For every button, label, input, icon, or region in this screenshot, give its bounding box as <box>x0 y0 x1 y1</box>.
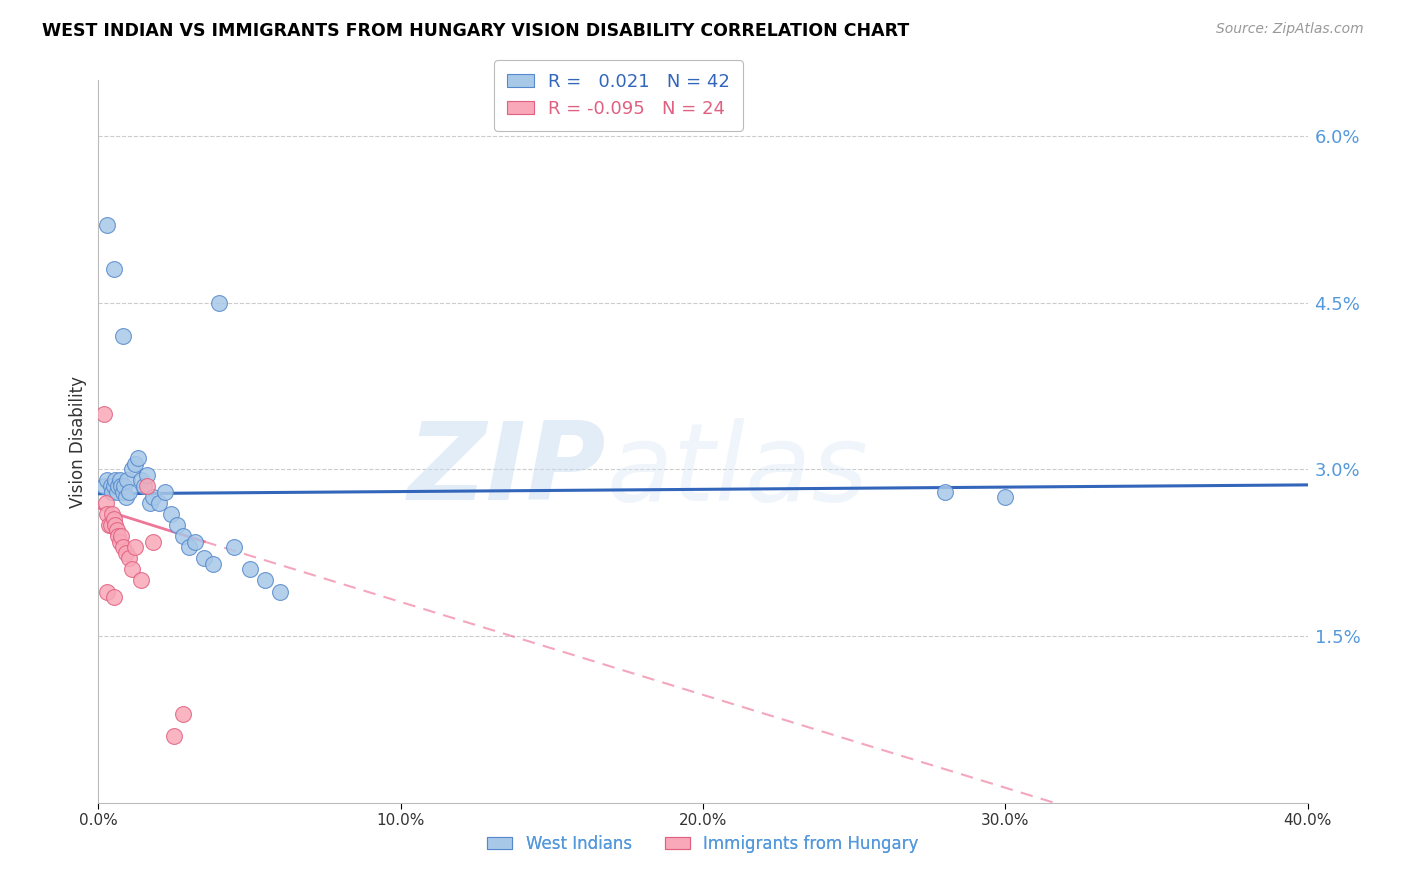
Point <box>107 529 129 543</box>
Point <box>114 490 136 504</box>
Point <box>104 474 127 488</box>
Point <box>179 540 201 554</box>
Text: WEST INDIAN VS IMMIGRANTS FROM HUNGARY VISION DISABILITY CORRELATION CHART: WEST INDIAN VS IMMIGRANTS FROM HUNGARY V… <box>42 22 910 40</box>
Point <box>103 512 125 526</box>
Point <box>118 551 141 566</box>
Point <box>172 529 194 543</box>
Point <box>124 540 146 554</box>
Point <box>100 517 122 532</box>
Point <box>111 329 134 343</box>
Point <box>110 479 132 493</box>
Point <box>239 562 262 576</box>
Point <box>163 729 186 743</box>
Point <box>94 496 117 510</box>
Point <box>108 474 131 488</box>
Point <box>105 524 128 538</box>
Point <box>118 484 141 499</box>
Point <box>111 484 134 499</box>
Point <box>127 451 149 466</box>
Point <box>142 534 165 549</box>
Point <box>135 467 157 482</box>
Point <box>124 457 146 471</box>
Point <box>108 534 131 549</box>
Point <box>96 218 118 232</box>
Point <box>107 479 129 493</box>
Point <box>934 484 956 499</box>
Point <box>172 706 194 721</box>
Point <box>132 479 155 493</box>
Point <box>114 546 136 560</box>
Point <box>115 474 138 488</box>
Point <box>93 407 115 421</box>
Point <box>111 540 134 554</box>
Point <box>93 479 115 493</box>
Point <box>101 484 124 499</box>
Point <box>98 517 121 532</box>
Legend: West Indians, Immigrants from Hungary: West Indians, Immigrants from Hungary <box>481 828 925 860</box>
Point <box>160 507 183 521</box>
Point <box>139 496 162 510</box>
Point <box>208 295 231 310</box>
Point <box>103 590 125 604</box>
Point <box>101 507 124 521</box>
Point <box>100 479 122 493</box>
Point <box>166 517 188 532</box>
Point <box>135 479 157 493</box>
Point <box>269 584 291 599</box>
Text: Source: ZipAtlas.com: Source: ZipAtlas.com <box>1216 22 1364 37</box>
Point <box>129 474 152 488</box>
Point <box>121 562 143 576</box>
Point <box>148 496 170 510</box>
Point <box>104 517 127 532</box>
Point <box>103 479 125 493</box>
Point <box>112 479 135 493</box>
Point <box>96 507 118 521</box>
Y-axis label: Vision Disability: Vision Disability <box>69 376 87 508</box>
Point <box>253 574 276 588</box>
Text: atlas: atlas <box>606 418 868 523</box>
Point <box>224 540 246 554</box>
Point <box>103 262 125 277</box>
Point <box>96 584 118 599</box>
Point <box>184 534 207 549</box>
Point <box>994 490 1017 504</box>
Point <box>110 529 132 543</box>
Point <box>153 484 176 499</box>
Text: ZIP: ZIP <box>408 417 606 524</box>
Point <box>105 484 128 499</box>
Point <box>202 557 225 571</box>
Point <box>193 551 215 566</box>
Point <box>121 462 143 476</box>
Point <box>96 474 118 488</box>
Point <box>129 574 152 588</box>
Point <box>142 490 165 504</box>
